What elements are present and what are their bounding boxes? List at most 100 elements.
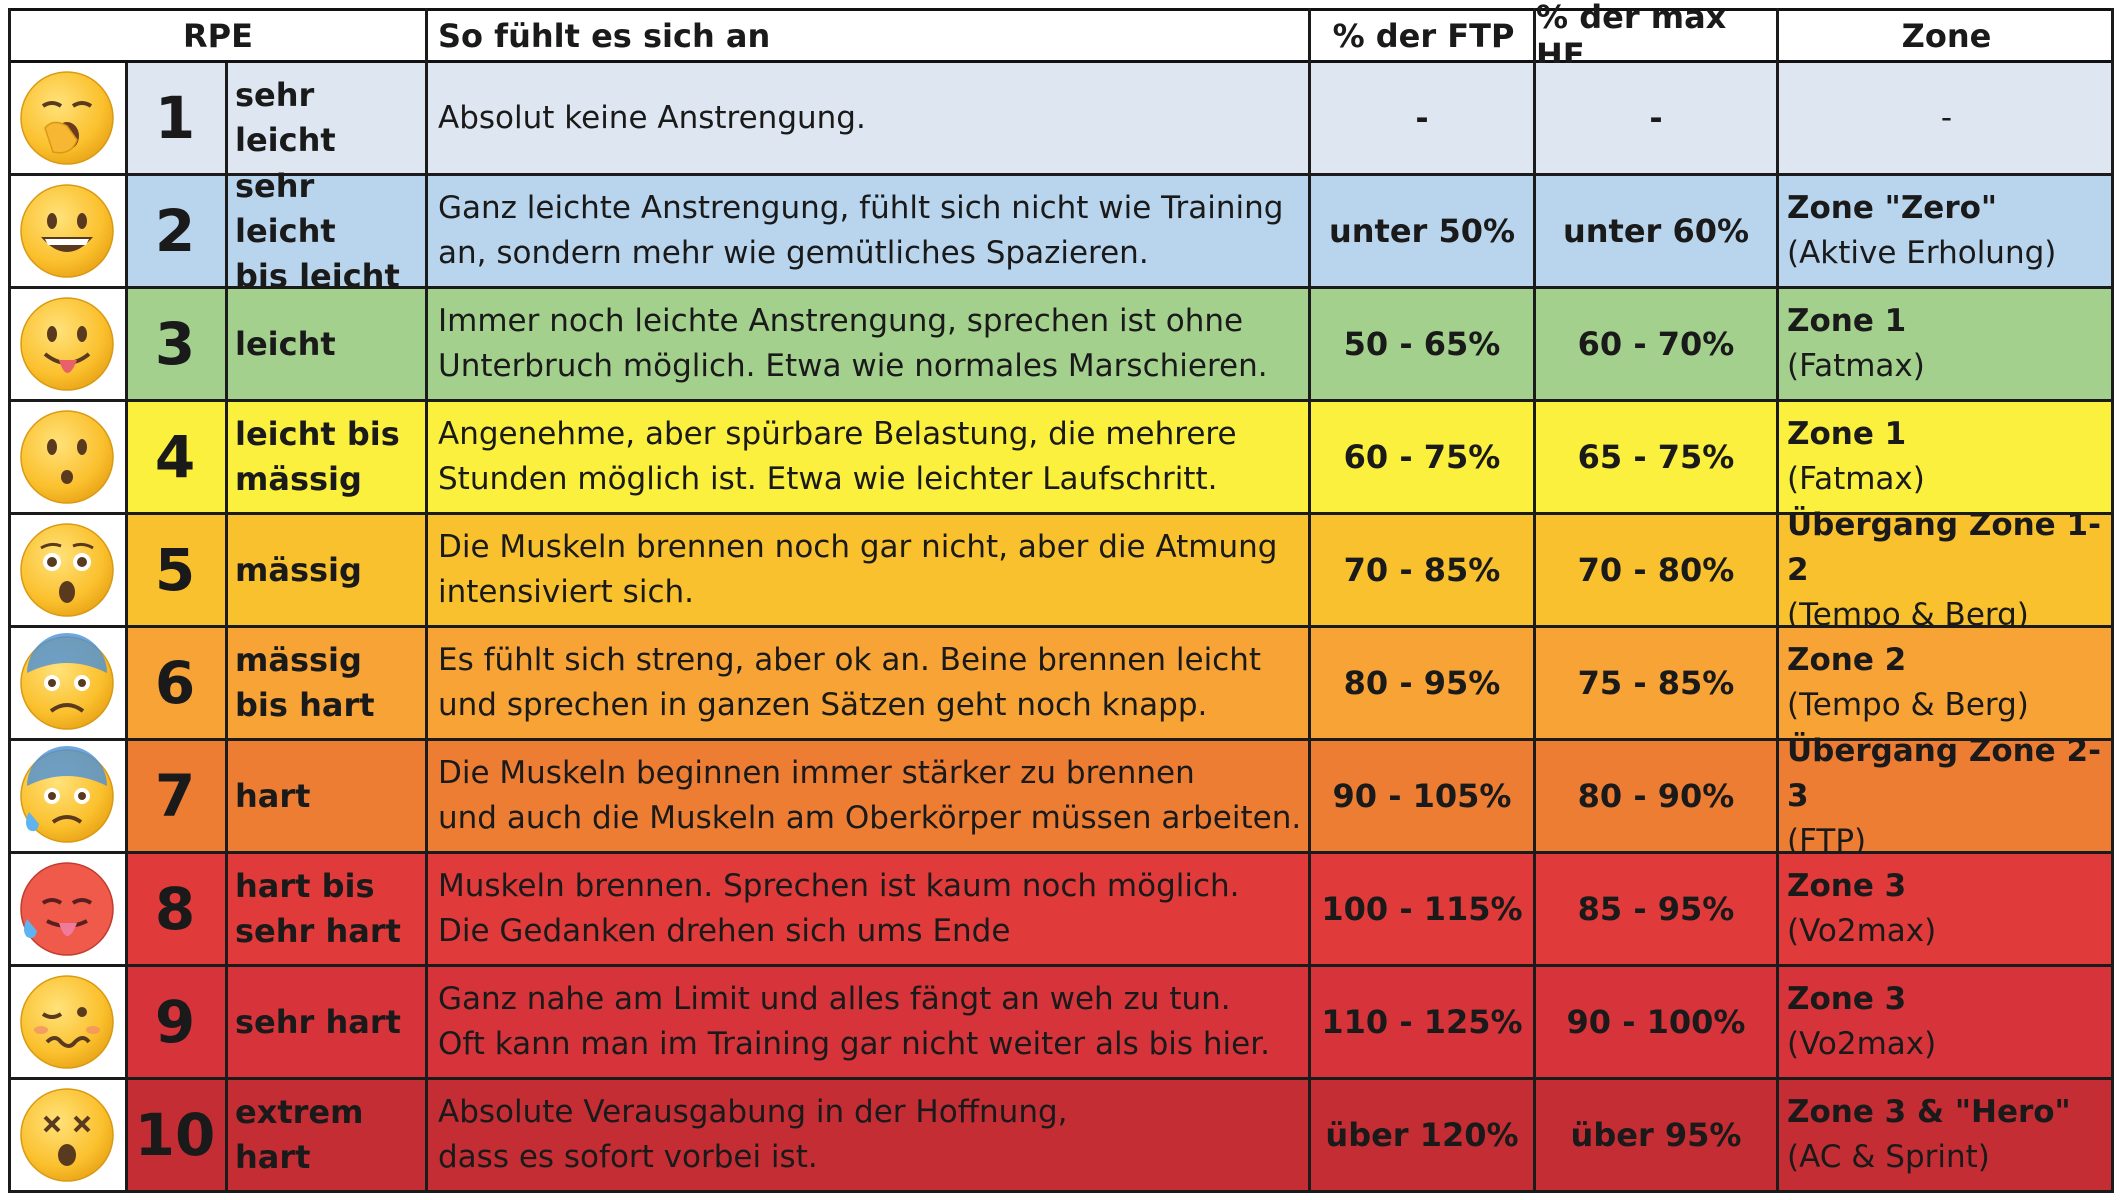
rpe-label-line: mässig — [235, 641, 362, 679]
rpe-label: hart bis sehr hart — [225, 854, 425, 964]
rpe-label-line: mässig — [235, 460, 362, 498]
rpe-number: 4 — [154, 423, 196, 491]
woozy-face-icon — [19, 975, 114, 1069]
column-divider — [225, 63, 228, 1192]
rpe-label: leicht — [225, 289, 425, 399]
description-line: Ganz leichte Anstrengung, fühlt sich nic… — [438, 190, 1284, 226]
rpe-label: extrem hart — [225, 1080, 425, 1190]
feel-description: Absolute Verausgabung in der Hoffnung, da… — [428, 1080, 1308, 1190]
row-divider — [8, 399, 2114, 402]
rpe-number: 3 — [154, 310, 196, 378]
description-line: Muskeln brennen. Sprechen ist kaum noch … — [438, 868, 1240, 904]
ftp-percent: 100 - 115% — [1321, 890, 1523, 928]
header-max-hf: % der max HF — [1536, 0, 1779, 74]
emoji-cell — [8, 628, 125, 738]
zone-cell: Zone 1 (Fatmax) — [1779, 402, 2114, 512]
zone-cell: Zone 3 (Vo2max) — [1779, 854, 2114, 964]
rpe-label-line: sehr leicht — [235, 166, 336, 250]
table-row: 9 sehr hart Ganz nahe am Limit und alles f… — [8, 967, 2114, 1080]
max-hf-percent: unter 60% — [1562, 212, 1750, 250]
rpe-number: 2 — [154, 197, 196, 265]
zone-cell: - — [1779, 63, 2114, 173]
rpe-label: mässig bis hart — [225, 628, 425, 738]
zone-subtitle: (Tempo & Berg) — [1787, 687, 2029, 723]
feel-description: Ganz leichte Anstrengung, fühlt sich nic… — [428, 176, 1308, 286]
zone-title: Übergang Zone 2-3 — [1787, 732, 2101, 814]
grinning-face-icon — [19, 184, 114, 278]
emoji-cell — [8, 63, 125, 173]
rpe-label-line: bis hart — [235, 686, 375, 724]
description-line: an, sondern mehr wie gemütliches Spazier… — [438, 235, 1149, 271]
table-row: 7 hart Die Muskeln beginnen immer stärker … — [8, 733, 2114, 859]
description-line: Ganz nahe am Limit und alles fängt an we… — [438, 981, 1231, 1017]
anxious-sweat-face-icon — [19, 746, 114, 843]
rpe-label: mässig — [225, 515, 425, 625]
zone-title: Zone 1 — [1787, 303, 1907, 339]
zone-subtitle: (AC & Sprint) — [1787, 1139, 1990, 1175]
ftp-percent: 90 - 105% — [1332, 777, 1512, 815]
rpe-number: 9 — [154, 988, 196, 1056]
zone-subtitle: (Fatmax) — [1787, 461, 1925, 497]
zone-cell: Zone 3 & "Hero" (AC & Sprint) — [1779, 1080, 2114, 1190]
max-hf-percent: 85 - 95% — [1577, 890, 1735, 928]
emoji-cell — [8, 1080, 125, 1190]
zone-subtitle: (Vo2max) — [1787, 1026, 1937, 1062]
rpe-label: hart — [225, 741, 425, 851]
rpe-label-line: extrem hart — [235, 1093, 364, 1176]
description-line: Immer noch leichte Anstrengung, sprechen… — [438, 303, 1244, 339]
rpe-label-line: mässig — [235, 550, 362, 589]
ftp-percent: 70 - 85% — [1343, 551, 1501, 589]
row-divider — [8, 512, 2114, 515]
description-line: Oft kann man im Training gar nicht weite… — [438, 1026, 1270, 1062]
zone-subtitle: (Aktive Erholung) — [1787, 235, 2057, 271]
description-line: und auch die Muskeln am Oberkörper müsse… — [438, 800, 1302, 836]
table-row: 10 extrem hart Absolute Verausgabung in de… — [8, 1080, 2114, 1193]
description-line: Die Muskeln beginnen immer stärker zu br… — [438, 755, 1195, 791]
zone-title: Zone 1 — [1787, 416, 1907, 452]
row-divider — [8, 738, 2114, 741]
row-divider — [8, 851, 2114, 854]
rpe-number: 10 — [134, 1101, 216, 1169]
emoji-cell — [8, 289, 125, 399]
rpe-label: leicht bis mässig — [225, 402, 425, 512]
zone-subtitle: - — [1940, 99, 1953, 136]
ftp-percent: 60 - 75% — [1343, 438, 1501, 476]
zone-title: Zone "Zero" — [1787, 190, 1998, 226]
fearful-face-icon — [19, 633, 114, 730]
description-line: Absolut keine Anstrengung. — [438, 99, 866, 136]
header-zone: Zone — [1779, 8, 2114, 63]
feel-description: Ganz nahe am Limit und alles fängt an we… — [428, 967, 1308, 1077]
emoji-cell — [8, 741, 125, 851]
row-divider — [8, 1190, 2114, 1193]
rpe-number: 1 — [154, 84, 196, 152]
header-ftp: % der FTP — [1311, 8, 1536, 63]
max-hf-percent: 65 - 75% — [1577, 438, 1735, 476]
description-line: und sprechen in ganzen Sätzen geht noch … — [438, 687, 1208, 723]
zone-cell: Zone 3 (Vo2max) — [1779, 967, 2114, 1077]
feel-description: Muskeln brennen. Sprechen ist kaum noch … — [428, 854, 1308, 964]
zone-cell: Zone 2 (Tempo & Berg) — [1779, 628, 2114, 738]
column-divider — [425, 8, 428, 1192]
rpe-number: 7 — [154, 762, 196, 830]
max-hf-percent: 80 - 90% — [1577, 777, 1735, 815]
rpe-number: 5 — [154, 536, 196, 604]
emoji-cell — [8, 967, 125, 1077]
ftp-percent: - — [1415, 99, 1429, 137]
zone-cell: Übergang Zone 2-3 (FTP) — [1779, 733, 2114, 859]
row-divider — [8, 625, 2114, 628]
ftp-percent: 110 - 125% — [1321, 1003, 1523, 1041]
rpe-label: sehr leicht — [225, 63, 425, 173]
dizzy-face-icon — [19, 1088, 114, 1182]
zone-cell: Zone "Zero" (Aktive Erholung) — [1779, 176, 2114, 286]
zone-cell: Übergang Zone 1-2 (Tempo & Berg) — [1779, 507, 2114, 633]
description-line: Absolute Verausgabung in der Hoffnung, — [438, 1094, 1068, 1130]
feel-description: Immer noch leichte Anstrengung, sprechen… — [428, 289, 1308, 399]
emoji-cell — [8, 402, 125, 512]
rpe-label-line: sehr hart — [235, 1002, 401, 1041]
column-divider — [1533, 8, 1536, 1192]
rpe-label-line: leicht bis — [235, 415, 400, 453]
rpe-number: 8 — [154, 875, 196, 943]
zone-title: Zone 3 — [1787, 981, 1907, 1017]
ftp-percent: 80 - 95% — [1343, 664, 1501, 702]
feel-description: Es fühlt sich streng, aber ok an. Beine … — [428, 628, 1308, 738]
